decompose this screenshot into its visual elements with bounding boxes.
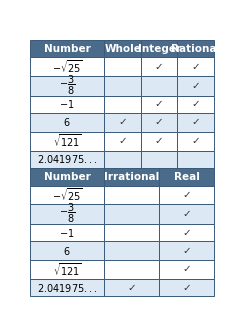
Text: ✓: ✓ xyxy=(192,136,200,146)
Text: Real: Real xyxy=(174,172,200,182)
Bar xyxy=(178,132,214,151)
Bar xyxy=(30,113,104,132)
Bar xyxy=(30,96,104,113)
Text: Number: Number xyxy=(44,44,90,54)
Text: Whole: Whole xyxy=(104,44,141,54)
Bar xyxy=(30,260,104,279)
Text: ✓: ✓ xyxy=(183,228,191,238)
Text: Rational: Rational xyxy=(171,44,220,54)
Bar xyxy=(178,57,214,76)
Text: $-1$: $-1$ xyxy=(60,99,75,111)
Bar xyxy=(104,260,159,279)
Text: $-\sqrt{25}$: $-\sqrt{25}$ xyxy=(52,186,83,203)
Bar xyxy=(141,132,178,151)
Bar xyxy=(178,151,214,168)
Text: ✓: ✓ xyxy=(155,136,164,146)
Text: ✓: ✓ xyxy=(183,190,191,200)
Bar xyxy=(104,204,159,224)
Bar xyxy=(30,57,104,76)
Bar xyxy=(104,241,159,260)
Bar xyxy=(104,96,141,113)
Bar xyxy=(30,76,104,96)
Bar xyxy=(104,168,159,185)
Text: ✓: ✓ xyxy=(192,81,200,91)
Bar xyxy=(104,279,159,296)
Bar xyxy=(30,204,104,224)
Bar xyxy=(178,76,214,96)
Bar xyxy=(104,151,141,168)
Text: $6$: $6$ xyxy=(63,244,71,257)
Text: ✓: ✓ xyxy=(192,62,200,72)
Text: ✓: ✓ xyxy=(155,100,164,110)
Bar xyxy=(159,241,214,260)
Text: ✓: ✓ xyxy=(155,62,164,72)
Bar xyxy=(30,132,104,151)
Bar xyxy=(141,57,178,76)
Bar xyxy=(104,40,141,57)
Text: Integer: Integer xyxy=(138,44,181,54)
Text: ✓: ✓ xyxy=(118,117,127,128)
Bar xyxy=(30,241,104,260)
Text: Irrational: Irrational xyxy=(104,172,159,182)
Text: ✓: ✓ xyxy=(183,209,191,219)
Text: $2.041975...$: $2.041975...$ xyxy=(37,282,97,294)
Bar xyxy=(141,96,178,113)
Text: ✓: ✓ xyxy=(183,283,191,293)
Bar xyxy=(104,132,141,151)
Bar xyxy=(104,185,159,204)
Text: $-1$: $-1$ xyxy=(60,227,75,239)
Bar xyxy=(141,151,178,168)
Text: $-\dfrac{3}{8}$: $-\dfrac{3}{8}$ xyxy=(59,74,75,97)
Bar xyxy=(178,96,214,113)
Bar xyxy=(141,40,178,57)
Text: $-\sqrt{25}$: $-\sqrt{25}$ xyxy=(52,58,83,75)
Text: ✓: ✓ xyxy=(192,100,200,110)
Text: ✓: ✓ xyxy=(183,245,191,256)
Bar xyxy=(30,151,104,168)
Text: $6$: $6$ xyxy=(63,116,71,129)
Bar xyxy=(159,168,214,185)
Bar xyxy=(30,224,104,241)
Bar xyxy=(104,57,141,76)
Bar xyxy=(159,224,214,241)
Bar xyxy=(30,40,104,57)
Text: ✓: ✓ xyxy=(155,117,164,128)
Text: ✓: ✓ xyxy=(183,264,191,274)
Bar xyxy=(159,279,214,296)
Bar xyxy=(159,260,214,279)
Bar xyxy=(141,113,178,132)
Bar xyxy=(104,224,159,241)
Text: $2.041975...$: $2.041975...$ xyxy=(37,154,97,166)
Bar xyxy=(159,185,214,204)
Text: $\sqrt{121}$: $\sqrt{121}$ xyxy=(53,133,82,150)
Bar xyxy=(141,76,178,96)
Bar xyxy=(30,168,104,185)
Text: ✓: ✓ xyxy=(118,136,127,146)
Bar xyxy=(178,40,214,57)
Text: ✓: ✓ xyxy=(192,117,200,128)
Bar xyxy=(104,113,141,132)
Bar xyxy=(30,185,104,204)
Bar xyxy=(159,204,214,224)
Text: $-\dfrac{3}{8}$: $-\dfrac{3}{8}$ xyxy=(59,202,75,225)
Text: Number: Number xyxy=(44,172,90,182)
Bar xyxy=(178,113,214,132)
Text: ✓: ✓ xyxy=(128,283,136,293)
Bar xyxy=(104,76,141,96)
Text: $\sqrt{121}$: $\sqrt{121}$ xyxy=(53,261,82,278)
Bar xyxy=(30,279,104,296)
